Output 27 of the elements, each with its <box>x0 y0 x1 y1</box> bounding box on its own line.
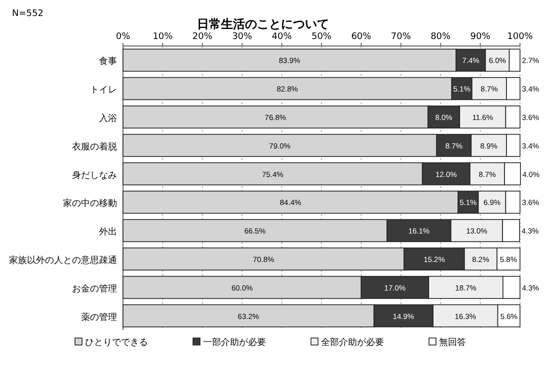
chart-title: 日常生活のことについて <box>197 17 329 31</box>
y-tick-label: 入浴 <box>99 113 117 124</box>
x-tick-label: 60% <box>351 32 372 42</box>
text: N=552 <box>12 9 44 19</box>
y-tick-label: 外出 <box>99 226 117 238</box>
x-tick-label: 0% <box>116 32 131 42</box>
y-tick-label: 家の中の移動 <box>63 198 117 210</box>
x-tick-label: 20% <box>192 32 213 42</box>
legend-label: ひとりでできる <box>85 338 148 348</box>
y-tick-label: 衣服の着脱 <box>72 141 117 152</box>
x-tick-label: 40% <box>272 32 292 42</box>
x-tick-label: 100% <box>507 32 534 42</box>
x-tick-label: 70% <box>390 32 412 42</box>
legend-label: 全部介助が必要 <box>321 337 384 348</box>
x-tick-label: 30% <box>232 32 253 42</box>
y-tick-label: 家族以外の人との意思疎通 <box>9 255 117 266</box>
legend-label: 一部介助が必要 <box>203 337 266 348</box>
y-tick-label: 薬の管理 <box>81 312 117 323</box>
y-tick-label: 身だしなみ <box>72 170 117 181</box>
x-tick-label: 90% <box>470 32 491 42</box>
x-tick-label: 80% <box>430 32 452 42</box>
y-tick-label: トイレ <box>90 86 117 96</box>
x-tick-label: 10% <box>152 32 174 42</box>
x-tick-label: 50% <box>311 32 332 42</box>
legend-label: 無回答 <box>439 337 466 348</box>
y-tick-label: 食事 <box>99 56 117 68</box>
y-tick-label: お金の管理 <box>72 283 117 294</box>
